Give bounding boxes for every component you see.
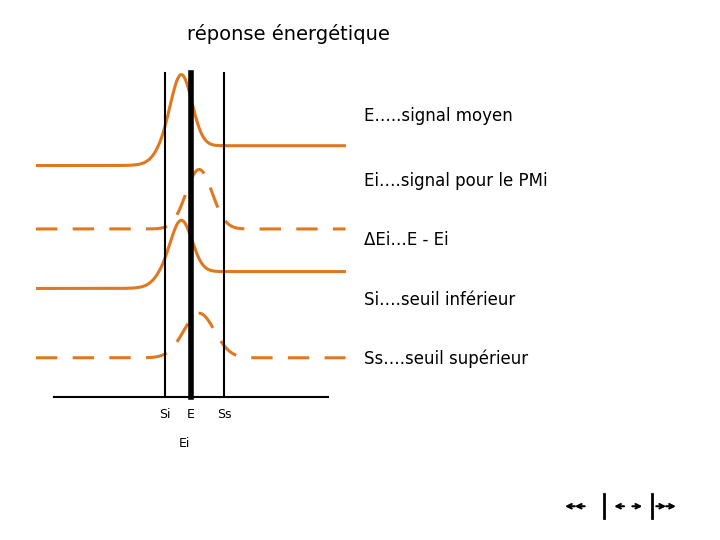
Text: Si: Si (159, 408, 171, 421)
Text: ΔEi…E - Ei: ΔEi…E - Ei (364, 231, 449, 249)
Text: Ei: Ei (179, 437, 191, 450)
Text: E…..signal moyen: E…..signal moyen (364, 107, 513, 125)
Text: E: E (187, 408, 194, 421)
Text: Ss: Ss (217, 408, 231, 421)
Text: Ss….seuil supérieur: Ss….seuil supérieur (364, 350, 528, 368)
Text: Si….seuil inférieur: Si….seuil inférieur (364, 291, 515, 309)
Text: Ei….signal pour le PMi: Ei….signal pour le PMi (364, 172, 547, 190)
Text: réponse énergétique: réponse énergétique (186, 24, 390, 44)
